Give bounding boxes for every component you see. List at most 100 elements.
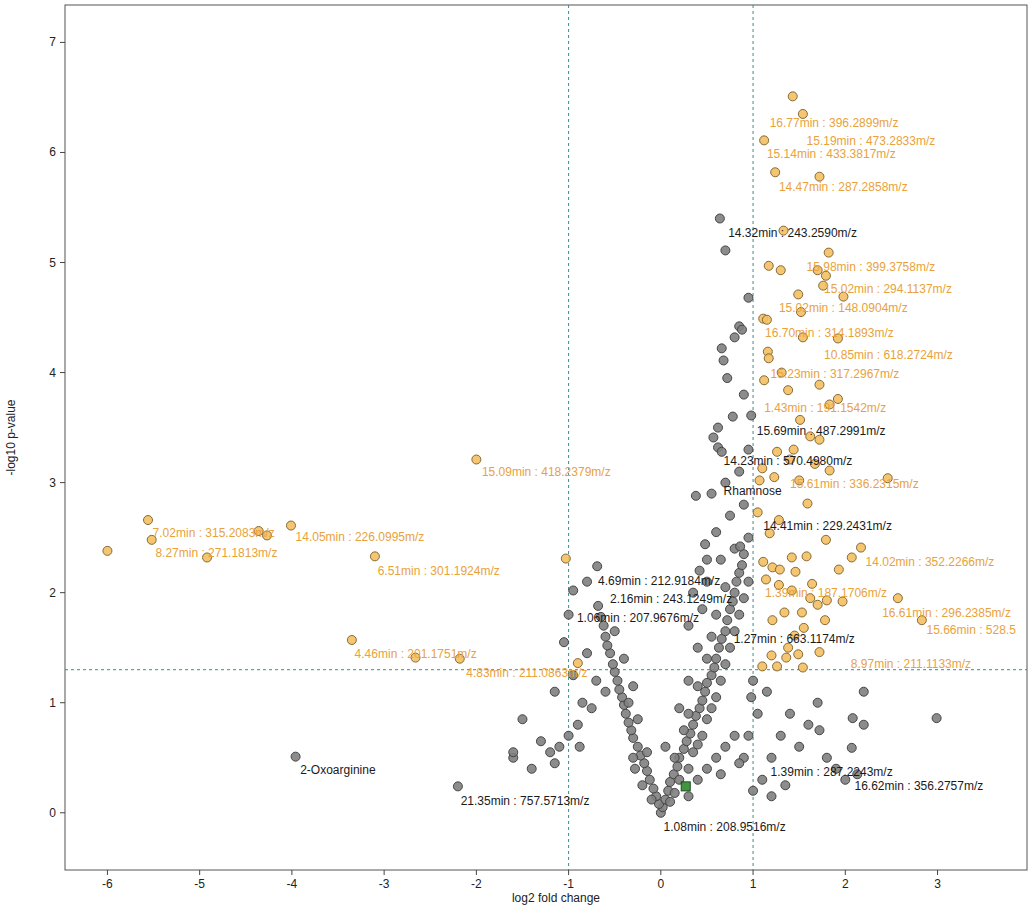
data-point [760, 136, 769, 145]
point-label: 15.23min : 317.2967m/z [771, 367, 900, 381]
data-point [472, 455, 481, 464]
data-point [716, 676, 725, 685]
point-label: 15.69min : 487.2991m/z [757, 424, 886, 438]
data-point [739, 500, 748, 509]
data-point [698, 696, 707, 705]
data-point [735, 759, 744, 768]
y-tick-label: 7 [49, 35, 56, 49]
data-point [815, 648, 824, 657]
data-point [702, 764, 711, 773]
data-point [629, 682, 638, 691]
data-point [698, 731, 707, 740]
data-point [707, 489, 716, 498]
y-axis-title: -log10 p-value [4, 399, 18, 475]
data-point [744, 533, 753, 542]
y-tick-label: 5 [49, 256, 56, 270]
y-tick [60, 42, 65, 43]
point-label: 2-Oxoarginine [300, 763, 376, 777]
data-point [670, 753, 679, 762]
data-point [712, 610, 721, 619]
y-tick [60, 372, 65, 373]
x-tick-label: 1 [750, 877, 757, 891]
data-point [859, 687, 868, 696]
data-point [721, 627, 730, 636]
data-point [736, 542, 745, 551]
data-point [776, 731, 785, 740]
data-point [788, 92, 797, 101]
data-point [633, 742, 642, 751]
point-label: 1.43min : 191.1542m/z [764, 401, 886, 415]
point-label: 14.32min : 243.2590m/z [728, 226, 857, 240]
plot-area [65, 5, 1027, 870]
data-point [593, 562, 602, 571]
data-point [760, 376, 769, 385]
data-point [791, 567, 800, 576]
data-point [698, 605, 707, 614]
data-point [737, 561, 746, 570]
data-point [749, 786, 758, 795]
data-point [782, 653, 791, 662]
data-point [784, 386, 793, 395]
point-label: 15.14min : 433.3817m/z [767, 147, 896, 161]
point-label: 1.06min : 207.9676m/z [577, 611, 699, 625]
data-point [509, 748, 518, 757]
point-label: 4.69min : 212.9184m/z [598, 574, 720, 588]
x-tick [568, 870, 569, 875]
data-point [781, 781, 790, 790]
data-point [735, 610, 744, 619]
point-label: 4.46min : 201.1751m/z [355, 647, 477, 661]
data-point [728, 412, 737, 421]
data-point [796, 415, 805, 424]
data-point [759, 557, 768, 566]
data-point [730, 333, 739, 342]
data-point [761, 575, 770, 584]
data-point [776, 266, 785, 275]
x-tick-label: -2 [471, 877, 482, 891]
data-point [813, 698, 822, 707]
x-tick-label: 2 [842, 877, 849, 891]
x-tick-label: -4 [287, 877, 298, 891]
y-tick [60, 592, 65, 593]
data-point [794, 650, 803, 659]
data-point [730, 731, 739, 740]
data-point [780, 608, 789, 617]
data-point [762, 687, 771, 696]
point-label: 15.66min : 528.5 [926, 623, 1016, 637]
data-point [631, 764, 640, 773]
data-point [932, 714, 941, 723]
data-point [747, 411, 756, 420]
data-point [583, 577, 592, 586]
data-point [701, 540, 710, 549]
point-label: 8.97min : 211.1133m/z [851, 657, 971, 671]
point-label: 21.35min : 757.5713m/z [461, 794, 590, 808]
data-point [714, 423, 723, 432]
data-point [714, 643, 723, 652]
y-tick-label: 1 [49, 696, 56, 710]
data-point [710, 663, 719, 672]
data-point [702, 715, 711, 724]
data-point [764, 354, 773, 363]
data-point [578, 698, 587, 707]
data-point [615, 685, 624, 694]
data-point [822, 753, 831, 762]
data-point [693, 775, 702, 784]
y-tick [60, 262, 65, 263]
data-point [821, 616, 830, 625]
x-tick [753, 870, 754, 875]
data-point [673, 762, 682, 771]
point-label: 15.02min : 148.0904m/z [779, 301, 908, 315]
y-tick [60, 702, 65, 703]
data-point [758, 662, 767, 671]
data-point [681, 782, 690, 791]
point-label: 15.09min : 418.2379m/z [482, 465, 611, 479]
point-label: 15.61min : 336.2315m/z [790, 477, 919, 491]
point-label: 16.77min : 396.2899m/z [770, 116, 899, 130]
data-point [550, 687, 559, 696]
data-point [661, 742, 670, 751]
point-label: 8.27min : 271.1813m/z [155, 546, 277, 560]
data-point [712, 654, 721, 663]
point-label: 1.39min : 187.1706m/z [765, 586, 887, 600]
y-tick-label: 6 [49, 145, 56, 159]
data-point [707, 704, 716, 713]
data-point [813, 600, 822, 609]
